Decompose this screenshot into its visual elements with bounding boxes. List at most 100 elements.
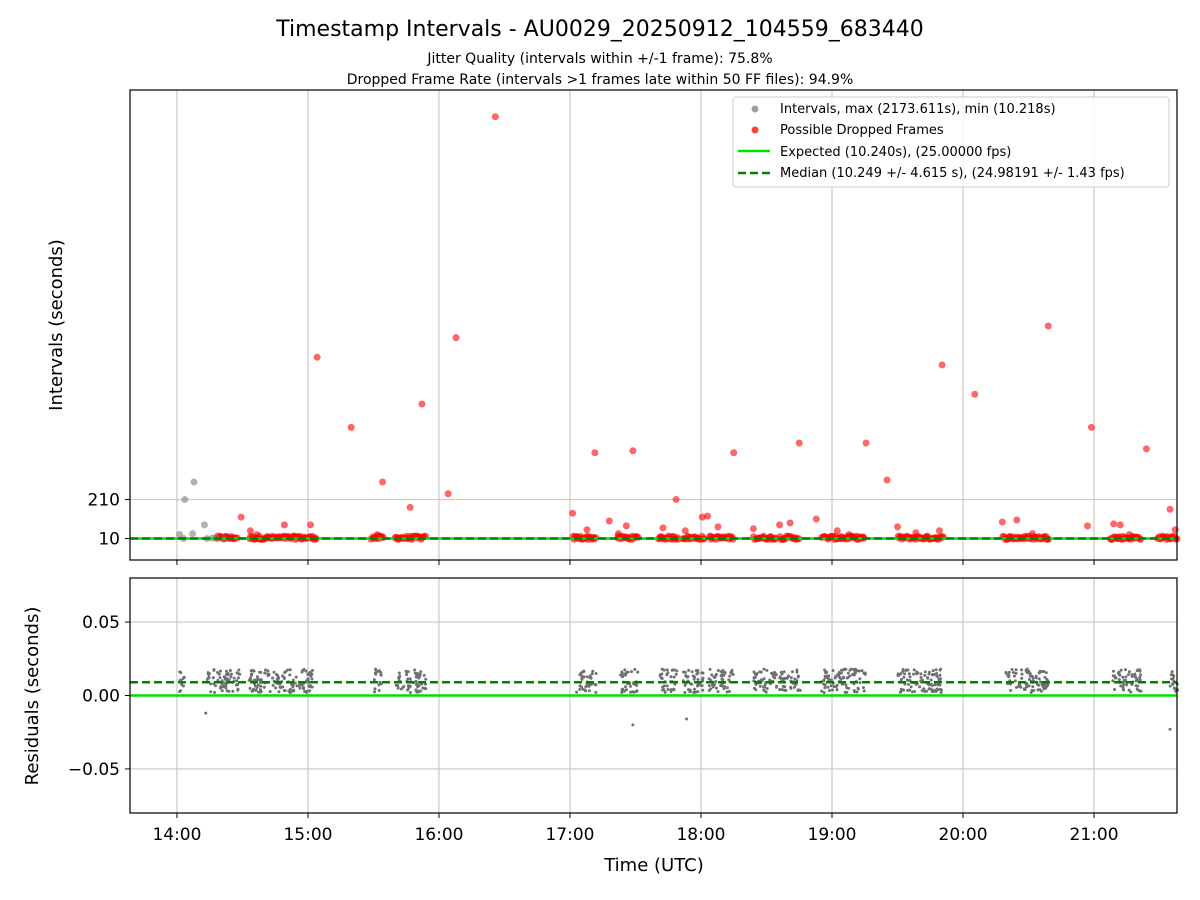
- residual-point: [221, 685, 225, 689]
- residual-point: [1032, 688, 1036, 692]
- residual-point: [1017, 684, 1021, 688]
- residual-point: [1114, 676, 1118, 680]
- residual-point: [279, 685, 283, 689]
- residual-point: [665, 684, 669, 688]
- residual-point: [263, 671, 267, 675]
- residual-point: [780, 672, 784, 676]
- y-tick-label: 0.00: [82, 687, 120, 707]
- residual-point: [632, 690, 636, 694]
- residual-point: [624, 688, 628, 692]
- residual-point: [827, 678, 831, 682]
- residual-point: [849, 667, 853, 671]
- residual-point: [923, 689, 927, 693]
- residual-point: [1010, 667, 1014, 671]
- dropped-frame-point: [307, 521, 315, 529]
- residual-point: [624, 673, 628, 677]
- residual-point: [683, 691, 687, 695]
- residual-point: [266, 669, 270, 673]
- residual-point: [288, 687, 292, 691]
- residual-point: [701, 688, 705, 692]
- residual-point: [834, 685, 838, 689]
- legend-marker-intervals: [751, 105, 759, 113]
- residual-point: [929, 678, 933, 682]
- residual-point: [1171, 682, 1175, 686]
- residual-point: [663, 690, 667, 694]
- dropped-frame-point: [491, 113, 499, 121]
- residual-point: [1036, 688, 1040, 692]
- residual-point: [236, 683, 240, 687]
- residual-point: [228, 669, 232, 673]
- residual-point: [374, 672, 378, 676]
- residual-point: [774, 685, 778, 689]
- residual-point: [1034, 676, 1038, 680]
- residual-point: [372, 678, 376, 682]
- dropped-frame-point: [1125, 531, 1133, 539]
- residual-point: [620, 690, 624, 694]
- residual-point: [789, 685, 793, 689]
- residual-point: [252, 678, 256, 682]
- residual-point: [222, 675, 226, 679]
- residual-point: [289, 690, 293, 694]
- residual-point: [1124, 683, 1128, 687]
- residual-point: [912, 668, 916, 672]
- residual-point: [248, 686, 252, 690]
- residual-point: [728, 674, 732, 678]
- residual-point: [939, 667, 943, 671]
- residual-point: [236, 676, 240, 680]
- residual-point: [923, 673, 927, 677]
- residual-point: [765, 687, 769, 691]
- residual-point: [780, 678, 784, 682]
- residual-point: [1135, 677, 1139, 681]
- residual-point: [934, 690, 938, 694]
- residual-point: [275, 673, 279, 677]
- residual-point: [762, 685, 766, 689]
- residual-point: [256, 683, 260, 687]
- dropped-frame-point: [730, 449, 738, 457]
- residual-point: [822, 678, 826, 682]
- residual-point: [795, 668, 799, 672]
- residual-point: [379, 673, 383, 677]
- residual-point: [908, 688, 912, 692]
- residual-point: [178, 690, 182, 694]
- dropped-frame-point: [583, 526, 591, 534]
- dropped-frame-point: [776, 521, 784, 529]
- residual-point: [630, 670, 634, 674]
- residual-point: [1116, 671, 1120, 675]
- residual-point: [1119, 668, 1123, 672]
- residual-point: [730, 671, 734, 675]
- residual-point: [1042, 669, 1046, 673]
- residual-point: [224, 686, 228, 690]
- residual-point: [377, 683, 381, 687]
- residual-point: [308, 689, 312, 693]
- residual-point: [927, 672, 931, 676]
- residual-point: [860, 669, 864, 673]
- residual-point: [582, 675, 586, 679]
- residual-point: [700, 684, 704, 688]
- dropped-frame-point: [622, 522, 630, 530]
- residual-point: [415, 671, 419, 675]
- residual-point: [938, 673, 942, 677]
- residual-point: [284, 669, 288, 673]
- residual-point: [936, 683, 940, 687]
- residual-point: [298, 686, 302, 690]
- legend-label-dropped: Possible Dropped Frames: [780, 123, 944, 138]
- residual-point: [415, 682, 419, 686]
- residual-point: [218, 669, 222, 673]
- interval-point: [200, 521, 208, 529]
- residual-point: [686, 675, 690, 679]
- residual-point: [220, 689, 224, 693]
- residual-point: [1039, 689, 1043, 693]
- residual-point: [1020, 676, 1024, 680]
- dropped-frame-point: [812, 515, 820, 523]
- residual-point: [692, 677, 696, 681]
- dropped-frame-point: [894, 523, 902, 531]
- residual-point: [588, 674, 592, 678]
- residual-point: [939, 690, 943, 694]
- residual-point: [204, 711, 208, 715]
- residual-point: [720, 677, 724, 681]
- residual-point: [1031, 685, 1035, 689]
- residual-point: [796, 688, 800, 692]
- residual-point: [1121, 675, 1125, 679]
- residual-point: [837, 670, 841, 674]
- residual-point: [830, 688, 834, 692]
